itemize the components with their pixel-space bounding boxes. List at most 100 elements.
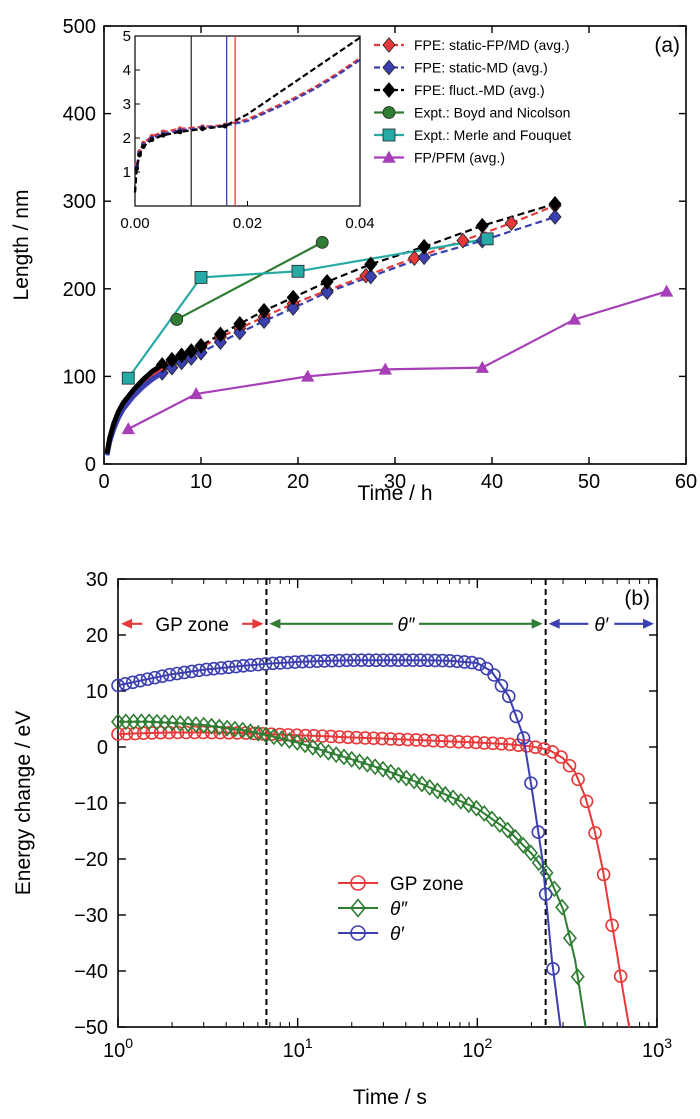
- b-zone-label-bg-0: [142, 609, 243, 636]
- b-series-point-0: [358, 731, 372, 745]
- a-series-point-1: [233, 324, 247, 341]
- a-series-point-1: [417, 249, 431, 266]
- b-series-point-2: [118, 677, 133, 691]
- b-xtick-label: 101: [283, 1035, 313, 1062]
- a-series-point-1: [320, 284, 334, 301]
- b-legend-marker-2: [350, 925, 366, 941]
- b-legend: GP zone θ″ θ′: [338, 874, 464, 945]
- a-inset-point-2: [134, 166, 140, 172]
- b-series-point-1: [305, 738, 320, 756]
- b-zone-annotations: GP zone θ″ θ′: [121, 579, 654, 1027]
- b-series-point-2: [236, 659, 251, 673]
- a-series-point-2: [320, 273, 334, 290]
- a-series-point-3: [315, 235, 329, 249]
- b-series-point-1: [321, 743, 336, 761]
- a-series-point-5: [475, 360, 489, 373]
- a-series-point-4: [121, 371, 135, 385]
- b-series-point-2: [361, 653, 376, 668]
- b-series-point-1: [407, 772, 422, 790]
- b-series-point-0: [443, 734, 458, 749]
- a-series-point-5: [301, 369, 315, 382]
- b-series-point-2: [332, 653, 347, 668]
- a-xtick-label: 10: [190, 471, 212, 493]
- a-series-point-2: [175, 347, 189, 364]
- b-series-point-2: [155, 669, 170, 683]
- b-ytick-label: −30: [74, 905, 108, 927]
- b-series-point-0: [605, 918, 619, 933]
- a-ytick-label: 500: [63, 16, 96, 38]
- b-series-point-2: [125, 675, 140, 690]
- b-xtick-base: 10: [103, 1040, 125, 1062]
- b-series-point-1: [492, 816, 507, 833]
- b-series-point-1: [477, 805, 492, 822]
- b-series-point-2: [354, 653, 369, 668]
- b-ytick-label: 10: [86, 681, 108, 703]
- b-series-point-0: [460, 735, 475, 749]
- b-series-point-1: [313, 741, 328, 759]
- b-series-point-2: [428, 653, 442, 668]
- b-series-point-2: [162, 667, 177, 682]
- a-series-point-4: [194, 271, 208, 284]
- b-series-point-1: [360, 755, 375, 773]
- b-series-point-0: [469, 735, 483, 750]
- a-series-point-0: [407, 250, 421, 266]
- b-series-point-2: [111, 678, 125, 693]
- b-series-point-1: [469, 799, 484, 817]
- a-series-point-2: [213, 326, 227, 343]
- a-legend-label-1: FPE: static-MD (avg.): [414, 60, 548, 76]
- a-series-line-1: [105, 215, 556, 456]
- a-inset-xtick-label: 0.00: [120, 215, 149, 232]
- b-series-point-2: [472, 657, 487, 671]
- a-inset-xtick-label: 0.04: [345, 215, 374, 232]
- b-series-point-2: [310, 654, 324, 668]
- a-series-point-2: [194, 337, 208, 354]
- a-xlabel: Time / h: [357, 482, 432, 505]
- b-series-point-2: [347, 653, 361, 668]
- b-series-line-0: [117, 731, 631, 1028]
- b-series-point-2: [266, 656, 280, 671]
- a-series-point-1: [213, 334, 227, 351]
- b-series-point-2: [184, 664, 199, 679]
- a-series-point-2: [184, 343, 198, 359]
- a-series-point-2: [233, 316, 247, 332]
- b-xtick-exp: 0: [125, 1035, 133, 1051]
- a-axis-ticks: 0 10 20 30 40 50 60 0 100 200 300 400 500: [63, 16, 698, 493]
- b-legend-label-1: θ″: [390, 899, 408, 920]
- b-xtick-exp: 1: [305, 1035, 313, 1051]
- a-ytick-label: 100: [63, 366, 96, 388]
- a-legend-label-5: FP/PFM (avg.): [414, 150, 505, 166]
- b-legend-marker-1: [349, 898, 367, 918]
- b-series-point-2: [391, 653, 405, 668]
- b-series-point-2: [251, 657, 265, 672]
- b-series-point-2: [280, 655, 295, 670]
- b-xlabel: Time / s: [353, 1086, 427, 1109]
- a-series-point-1: [286, 300, 300, 316]
- a-legend-label-4: Expt.: Merle and Fouquet: [414, 127, 571, 143]
- b-ytick-label: 20: [86, 625, 108, 647]
- b-series-point-0: [537, 742, 551, 756]
- b-series-point-2: [288, 655, 302, 669]
- b-series-line-1: [118, 720, 587, 1028]
- a-series-point-5: [567, 312, 582, 325]
- a-series-point-4: [291, 264, 305, 278]
- b-series-point-0: [383, 732, 398, 746]
- a-inset-ytick-label: 4: [123, 62, 131, 79]
- b-series-point-1: [430, 782, 445, 800]
- b-series-point-0: [579, 794, 594, 809]
- a-inset-point-2: [222, 123, 228, 129]
- b-series-point-0: [145, 726, 159, 740]
- a-ytick-label: 200: [63, 279, 96, 301]
- b-series-point-1: [547, 880, 562, 898]
- b-series-point-1: [336, 748, 352, 766]
- b-series-point-1: [282, 732, 297, 749]
- b-series-point-1: [383, 763, 398, 781]
- b-zone-label-0: GP zone: [155, 615, 229, 636]
- b-ytick-label: −40: [74, 961, 108, 983]
- b-series-point-2: [494, 678, 509, 693]
- b-series-point-2: [199, 662, 214, 677]
- b-zone-label-1: θ″: [398, 615, 416, 636]
- b-series-point-2: [339, 653, 354, 668]
- b-series-point-0: [520, 739, 534, 753]
- b-series-point-0: [324, 729, 338, 744]
- a-series-line-5: [127, 290, 667, 430]
